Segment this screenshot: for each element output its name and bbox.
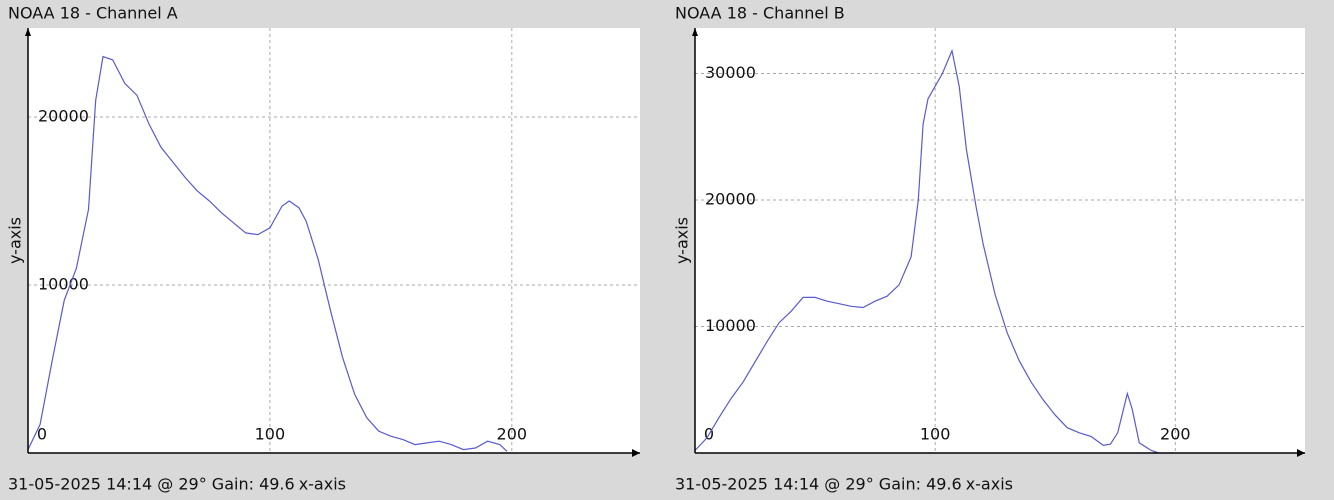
y-axis-label: y-axis — [6, 217, 25, 264]
x-axis-label: x-axis — [299, 475, 346, 494]
y-axis-arrow — [692, 28, 698, 36]
y-axis-label: y-axis — [673, 217, 692, 264]
caption: 31-05-2025 14:14 @ 29° Gain: 49.6 — [8, 475, 295, 494]
chart-title: NOAA 18 - Channel A — [8, 4, 178, 23]
y-tick-label: 20000 — [705, 190, 756, 209]
data-line — [27, 55, 508, 452]
x-tick-label: 0 — [37, 425, 47, 444]
y-tick-label: 30000 — [705, 63, 756, 82]
plot-area — [695, 28, 1305, 453]
x-tick-label: 100 — [255, 425, 286, 444]
x-axis-arrow — [632, 449, 640, 457]
x-axis-label: x-axis — [966, 475, 1013, 494]
x-axis-arrow — [1297, 449, 1305, 457]
caption: 31-05-2025 14:14 @ 29° Gain: 49.6 — [675, 475, 962, 494]
chart-title: NOAA 18 - Channel B — [675, 4, 845, 23]
data-line — [694, 48, 1159, 454]
y-tick-label: 20000 — [38, 107, 89, 126]
y-axis-arrow — [25, 28, 31, 36]
x-tick-label: 100 — [920, 425, 951, 444]
y-tick-label: 10000 — [705, 316, 756, 335]
plot-area — [28, 28, 640, 453]
y-tick-label: 10000 — [38, 275, 89, 294]
x-tick-label: 200 — [1160, 425, 1191, 444]
x-tick-label: 200 — [497, 425, 528, 444]
